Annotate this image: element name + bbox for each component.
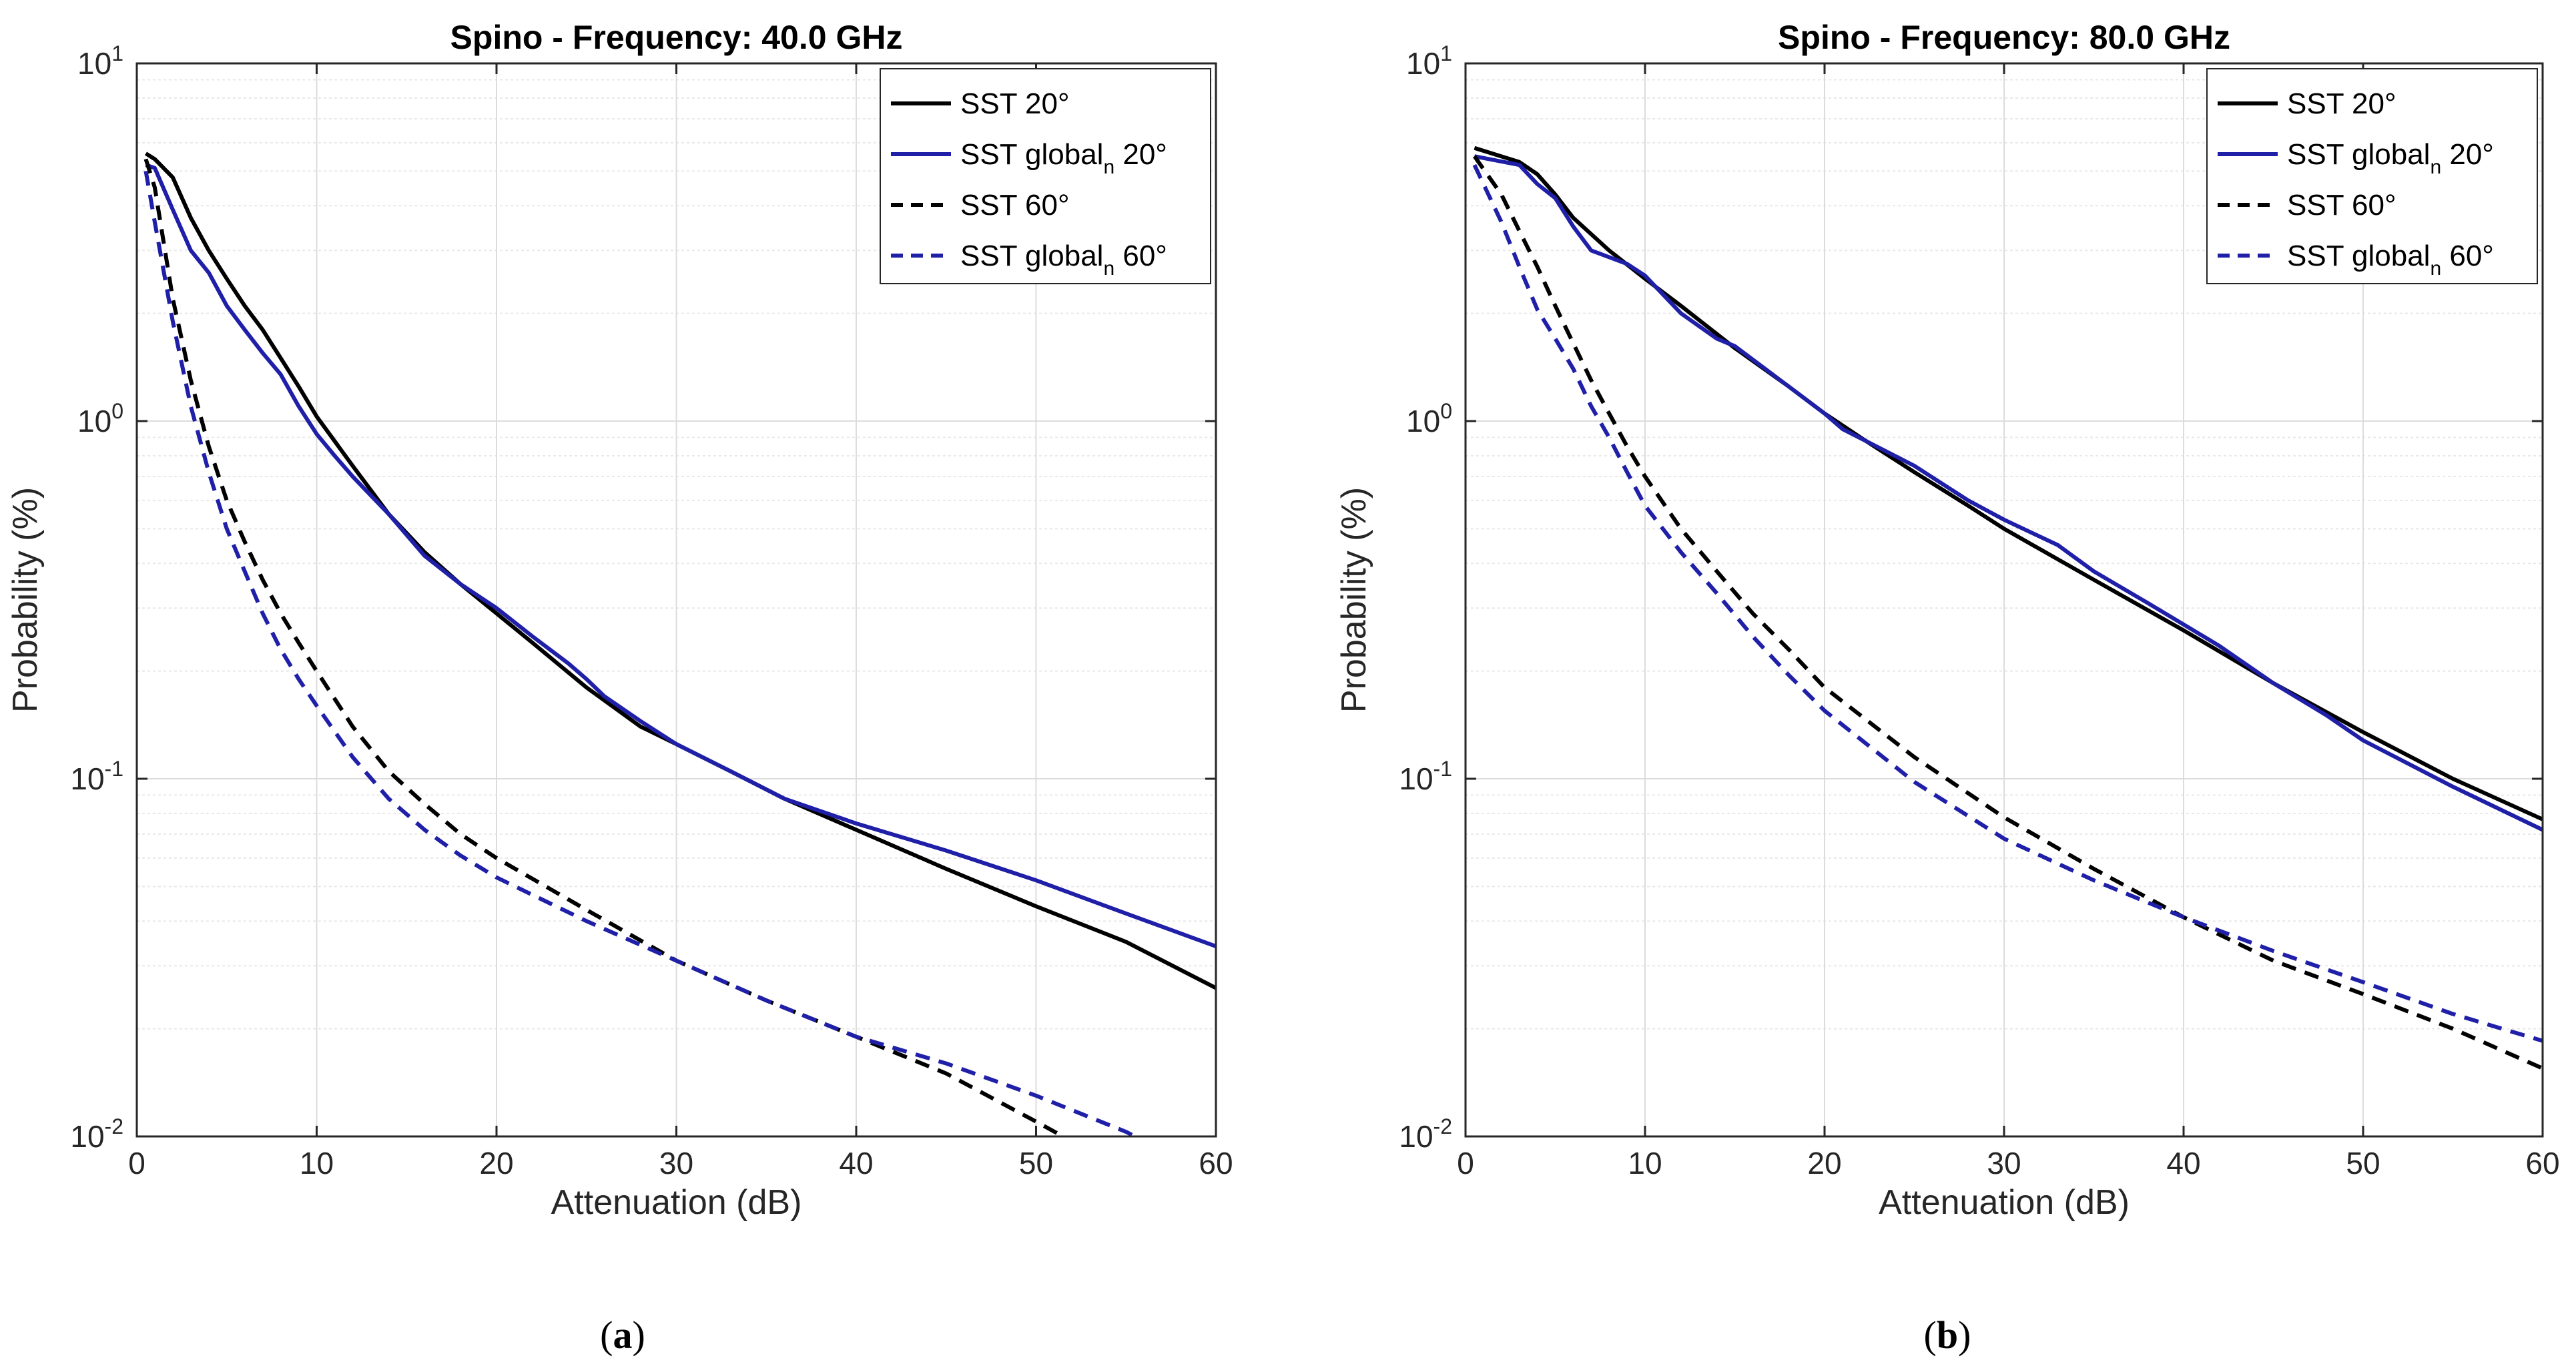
chart-b-x-tick-label: 30	[1987, 1146, 2021, 1180]
chart-a-series-group	[143, 151, 1217, 1138]
chart-b-legend-label-4: SST globaln 60°	[2287, 240, 2494, 280]
chart-a-x-tick-label: 10	[300, 1146, 334, 1180]
chart-a-x-tick-label: 0	[128, 1146, 145, 1180]
chart-b-y-tick-label: 100	[1406, 399, 1452, 438]
chart-a-y-tick-label: 10-2	[70, 1114, 123, 1154]
chart-panel-b: 0 10 20 30 40 50 60 101 100 10-1 10-2 Spino - Frequ…	[1335, 19, 2560, 1357]
chart-a-x-tick-label: 40	[839, 1146, 873, 1180]
chart-a-title: Spino - Frequency: 40.0 GHz	[450, 19, 903, 56]
chart-a-y-tick-label: 100	[77, 399, 123, 438]
chart-a-series-line-4	[143, 170, 1137, 1138]
chart-b-legend-label-1: SST 20°	[2287, 87, 2396, 120]
chart-a-y-tick-label: 10-1	[70, 757, 123, 796]
chart-b-x-axis-label: Attenuation (dB)	[1879, 1183, 2130, 1222]
chart-a-x-axis-label: Attenuation (dB)	[551, 1183, 802, 1222]
chart-b-caption: (b)	[1924, 1313, 1971, 1357]
chart-panel-a: 0 10 20 30 40 50 60 101 100 10-1 10-2 Spino - Frequ…	[6, 19, 1233, 1357]
chart-b-x-tick-label: 60	[2525, 1146, 2559, 1180]
chart-b-series-line-3	[1472, 155, 2544, 1070]
chart-a-series-line-1	[144, 151, 1217, 990]
chart-b-title: Spino - Frequency: 80.0 GHz	[1778, 19, 2230, 56]
chart-b-series-line-4	[1472, 163, 2543, 1043]
chart-b-legend-label-2: SST globaln 20°	[2287, 138, 2494, 178]
chart-a-y-axis-label: Probability (%)	[6, 487, 45, 713]
chart-a-x-tick-label: 60	[1199, 1146, 1233, 1180]
chart-a-series-line-2	[145, 163, 1217, 948]
chart-b-x-tick-label: 40	[2166, 1146, 2200, 1180]
chart-b-y-tick-label: 10-1	[1399, 757, 1452, 796]
chart-a-x-tick-label: 30	[659, 1146, 693, 1180]
chart-a-legend-label-1: SST 20°	[960, 87, 1070, 120]
chart-a-x-tick-label: 50	[1019, 1146, 1053, 1180]
chart-b-y-tick-label: 10-2	[1399, 1114, 1452, 1154]
chart-b-legend: SST 20° SST globaln 20° SST 60° SST globaln…	[2206, 68, 2538, 284]
chart-a-x-tick-label: 20	[479, 1146, 513, 1180]
chart-b-x-tick-label: 0	[1457, 1146, 1474, 1180]
chart-b-x-tick-label: 10	[1628, 1146, 1662, 1180]
chart-b-y-axis-label: Probability (%)	[1335, 487, 1373, 713]
chart-a-legend-label-2: SST globaln 20°	[960, 138, 1167, 178]
chart-b-y-tick-label: 101	[1406, 41, 1452, 81]
chart-a-caption: (a)	[600, 1313, 645, 1357]
chart-b-series-line-2	[1474, 154, 2544, 832]
chart-a-legend-label-3: SST 60°	[960, 189, 1070, 222]
chart-b-x-tick-label: 50	[2346, 1146, 2380, 1180]
chart-a-y-tick-label: 101	[77, 41, 123, 81]
chart-a-legend-label-4: SST globaln 60°	[960, 240, 1167, 280]
chart-b-legend-label-3: SST 60°	[2287, 189, 2396, 222]
chart-b-x-tick-label: 20	[1807, 1146, 1841, 1180]
chart-a-legend: SST 20° SST globaln 20° SST 60° SST globaln…	[880, 68, 1211, 284]
chart-a-series-line-3	[143, 158, 1064, 1138]
chart-b-series-group	[1472, 145, 2544, 1070]
